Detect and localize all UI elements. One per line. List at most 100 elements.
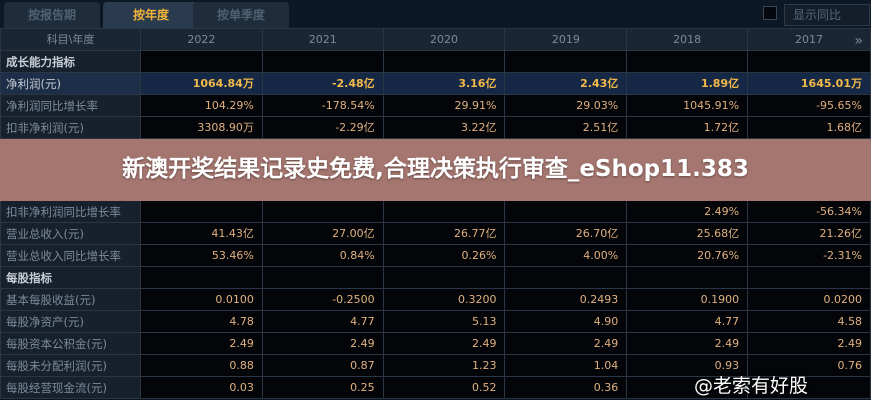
table-row[interactable]: 扣非净利润同比增长率 2.49% -56.34% (0, 200, 871, 223)
value-cell (261, 266, 384, 289)
row-label: 每股资本公积金(元) (0, 332, 141, 355)
value-cell (626, 50, 749, 73)
value-cell: 2.49% (626, 200, 749, 223)
table-row[interactable]: 每股经营现金流(元) 0.03 0.25 0.52 0.36 (0, 376, 871, 399)
value-cell: -2.29亿 (261, 116, 384, 139)
row-label: 扣非净利润同比增长率 (0, 200, 141, 223)
value-cell: 53.46% (139, 244, 263, 267)
value-cell (261, 200, 384, 223)
header-cell[interactable]: 2017 (747, 28, 871, 51)
value-cell (139, 200, 263, 223)
value-cell: 4.78 (139, 310, 263, 333)
value-cell: 41.43亿 (139, 222, 263, 245)
value-cell: 0.2493 (504, 288, 628, 311)
table-row[interactable]: 成长能力指标 (0, 50, 871, 73)
header-cell[interactable]: 2022 (139, 28, 263, 51)
table-row[interactable]: 营业总收入(元) 41.43亿 27.00亿 26.77亿 26.70亿 25.68亿 21… (0, 222, 871, 245)
value-cell (747, 376, 871, 399)
title-overlay: 新澳开奖结果记录史免费,合理决策执行审查_eShop11.383 (0, 138, 871, 201)
value-cell: 0.36 (504, 376, 628, 399)
double-chevron-right-icon[interactable]: » (854, 33, 863, 49)
tab-by-report-period[interactable]: 按报告期 (4, 2, 100, 28)
value-cell: 104.29% (139, 94, 263, 117)
table-row[interactable]: 基本每股收益(元) 0.0100 -0.2500 0.3200 0.2493 0.1900… (0, 288, 871, 311)
value-cell: 1.72亿 (626, 116, 749, 139)
tab-by-year[interactable]: 按年度 (103, 2, 199, 28)
value-cell: -0.2500 (261, 288, 384, 311)
header-cell[interactable]: 2021 (261, 28, 384, 51)
value-cell: 1.89亿 (626, 72, 749, 95)
value-cell (747, 50, 871, 73)
table-row[interactable]: 营业总收入同比增长率 53.46% 0.84% 0.26% 4.00% 20.76% -2.… (0, 244, 871, 267)
value-cell: 0.84% (261, 244, 384, 267)
show-yoy-checkbox[interactable] (763, 6, 777, 20)
value-cell: 3308.90万 (139, 116, 263, 139)
value-cell: 0.1900 (626, 288, 749, 311)
value-cell: 3.22亿 (382, 116, 506, 139)
row-label: 每股经营现金流(元) (0, 376, 141, 399)
value-cell: 0.25 (261, 376, 384, 399)
table-row[interactable]: 净利润同比增长率 104.29% -178.54% 29.91% 29.03% 1045.… (0, 94, 871, 117)
header-cell: 科目\年度 (0, 28, 141, 51)
value-cell: 2.49 (747, 332, 871, 355)
value-cell: 29.91% (382, 94, 506, 117)
row-label: 基本每股收益(元) (0, 288, 141, 311)
value-cell (626, 376, 749, 399)
value-cell: 0.76 (747, 354, 871, 377)
value-cell (382, 266, 506, 289)
table-row[interactable]: 每股资本公积金(元) 2.49 2.49 2.49 2.49 2.49 2.49 (0, 332, 871, 355)
value-cell: 21.26亿 (747, 222, 871, 245)
table-row[interactable]: 每股指标 (0, 266, 871, 289)
value-cell: 2.49 (504, 332, 628, 355)
value-cell (504, 50, 628, 73)
value-cell (261, 50, 384, 73)
value-cell: 1045.91% (626, 94, 749, 117)
value-cell (139, 50, 263, 73)
value-cell (504, 200, 628, 223)
value-cell: 2.49 (382, 332, 506, 355)
value-cell: 4.90 (504, 310, 628, 333)
financial-table: 科目\年度 2022 2021 2020 2019 2018 2017 成长能力指标 净利润(元… (0, 28, 871, 399)
value-cell: 4.00% (504, 244, 628, 267)
value-cell: 0.0100 (139, 288, 263, 311)
row-label: 成长能力指标 (0, 50, 141, 73)
value-cell: 0.0200 (747, 288, 871, 311)
value-cell: -2.31% (747, 244, 871, 267)
value-cell: -56.34% (747, 200, 871, 223)
value-cell: 5.13 (382, 310, 506, 333)
value-cell: 1645.01万 (747, 72, 871, 95)
tab-by-quarter[interactable]: 按单季度 (193, 2, 289, 28)
value-cell: 4.58 (747, 310, 871, 333)
value-cell: 4.77 (626, 310, 749, 333)
value-cell: -95.65% (747, 94, 871, 117)
value-cell: 2.51亿 (504, 116, 628, 139)
value-cell: -178.54% (261, 94, 384, 117)
value-cell (382, 200, 506, 223)
show-yoy-button[interactable]: 显示同比 (784, 4, 870, 26)
tab-bar: 按报告期 按年度 按单季度 显示同比 (0, 0, 871, 28)
table-row[interactable]: 扣非净利润(元) 3308.90万 -2.29亿 3.22亿 2.51亿 1.72亿 1.6… (0, 116, 871, 139)
table-row[interactable]: 每股净资产(元) 4.78 4.77 5.13 4.90 4.77 4.58 (0, 310, 871, 333)
table-row[interactable]: 净利润(元) 1064.84万 -2.48亿 3.16亿 2.43亿 1.89亿 1645.… (0, 72, 871, 95)
value-cell: 1064.84万 (139, 72, 263, 95)
value-cell: 2.49 (261, 332, 384, 355)
row-label: 每股指标 (0, 266, 141, 289)
value-cell: 3.16亿 (382, 72, 506, 95)
value-cell: 27.00亿 (261, 222, 384, 245)
value-cell: 26.70亿 (504, 222, 628, 245)
header-cell[interactable]: 2019 (504, 28, 628, 51)
value-cell: 2.43亿 (504, 72, 628, 95)
watermark: @老索有好股 (694, 375, 809, 397)
value-cell: 20.76% (626, 244, 749, 267)
row-label: 营业总收入(元) (0, 222, 141, 245)
value-cell: 0.26% (382, 244, 506, 267)
row-label: 每股未分配利润(元) (0, 354, 141, 377)
header-cell[interactable]: 2018 (626, 28, 749, 51)
value-cell (139, 266, 263, 289)
table-row[interactable]: 每股未分配利润(元) 0.88 0.87 1.23 1.04 0.93 0.76 (0, 354, 871, 377)
header-cell[interactable]: 2020 (382, 28, 506, 51)
row-label: 净利润同比增长率 (0, 94, 141, 117)
value-cell: 0.3200 (382, 288, 506, 311)
row-label: 扣非净利润(元) (0, 116, 141, 139)
value-cell (504, 266, 628, 289)
